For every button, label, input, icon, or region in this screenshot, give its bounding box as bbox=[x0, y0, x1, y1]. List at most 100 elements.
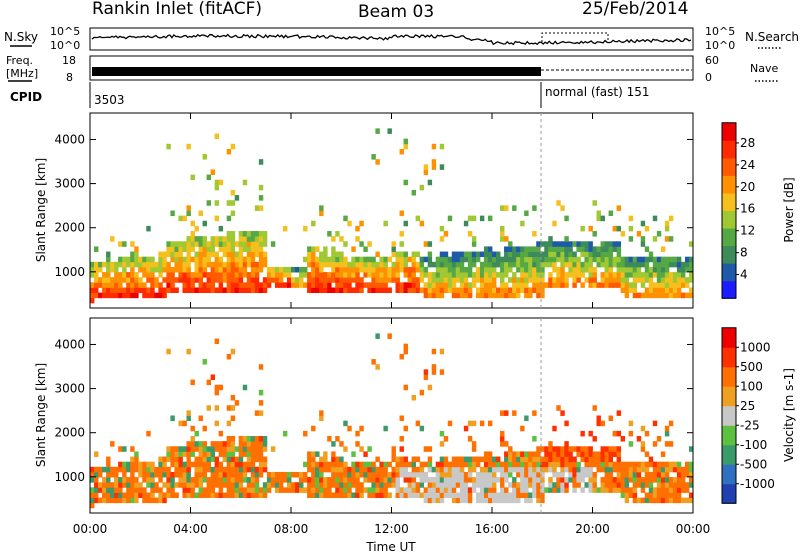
power-cell bbox=[262, 231, 268, 237]
power-cell bbox=[556, 251, 561, 258]
velocity-cell bbox=[319, 471, 324, 478]
power-cell bbox=[395, 282, 400, 288]
power-cell bbox=[106, 292, 111, 299]
velocity-cell bbox=[246, 477, 252, 483]
velocity-cell bbox=[596, 466, 601, 473]
power-cell bbox=[102, 277, 107, 283]
velocity-cell bbox=[122, 477, 127, 483]
velocity-cell bbox=[218, 492, 224, 498]
power-cell bbox=[311, 251, 316, 258]
power-cell bbox=[668, 261, 674, 268]
power-cell bbox=[528, 277, 533, 283]
velocity-cell bbox=[359, 482, 364, 488]
velocity-cell bbox=[307, 477, 312, 483]
velocity-cell bbox=[178, 456, 183, 463]
velocity-cell bbox=[311, 477, 316, 483]
power-cell bbox=[282, 272, 288, 278]
power-cell bbox=[238, 266, 244, 273]
power-cell bbox=[178, 266, 183, 273]
power-cell bbox=[218, 241, 224, 247]
velocity-cell bbox=[395, 456, 400, 463]
velocity-cell bbox=[648, 492, 654, 498]
power-cell bbox=[146, 277, 151, 283]
velocity-cell bbox=[407, 461, 412, 468]
velocity-cell bbox=[226, 353, 232, 360]
velocity-cell bbox=[668, 420, 674, 427]
velocity-cell bbox=[375, 492, 380, 498]
power-cell bbox=[463, 256, 469, 263]
power-cell bbox=[114, 261, 119, 268]
velocity-cell bbox=[483, 497, 489, 504]
power-cell bbox=[375, 266, 380, 273]
cpid-label: CPID bbox=[10, 90, 42, 104]
power-cell bbox=[403, 179, 408, 186]
velocity-cell bbox=[190, 492, 195, 498]
velocity-cell bbox=[684, 482, 690, 488]
power-cell bbox=[146, 256, 151, 263]
power-cell bbox=[210, 266, 216, 273]
power-cell bbox=[162, 266, 167, 273]
power-cell bbox=[536, 292, 541, 299]
velocity-cell bbox=[363, 471, 368, 478]
velocity-cell bbox=[242, 441, 248, 447]
power-cell bbox=[230, 287, 236, 293]
velocity-cell bbox=[134, 477, 139, 483]
power-cell bbox=[624, 256, 630, 263]
velocity-cell bbox=[242, 384, 248, 391]
velocity-cell bbox=[106, 456, 111, 463]
power-cell bbox=[335, 266, 340, 273]
power-cell bbox=[126, 256, 131, 263]
power-cell bbox=[648, 287, 654, 293]
power-cell bbox=[210, 169, 216, 175]
velocity-cell bbox=[467, 477, 473, 483]
power-cell bbox=[656, 272, 662, 278]
power-cell bbox=[363, 256, 368, 263]
power-cell bbox=[315, 287, 320, 293]
velocity-cell bbox=[624, 497, 630, 504]
velocity-cell bbox=[94, 471, 99, 478]
velocity-cell bbox=[508, 482, 513, 488]
power-cell bbox=[532, 272, 537, 278]
power-cell bbox=[680, 282, 686, 288]
velocity-cell bbox=[500, 492, 505, 498]
velocity-cell bbox=[170, 446, 175, 452]
velocity-cell bbox=[676, 482, 682, 488]
velocity-cell bbox=[210, 456, 216, 463]
velocity-cell bbox=[367, 471, 372, 478]
power-cell bbox=[411, 272, 417, 278]
velocity-cell bbox=[536, 451, 541, 457]
power-cell bbox=[475, 256, 481, 263]
velocity-cell bbox=[664, 497, 670, 504]
velocity-cell bbox=[427, 466, 433, 473]
power-cell bbox=[162, 287, 167, 293]
velocity-cell bbox=[532, 410, 537, 416]
power-cell bbox=[327, 256, 332, 263]
power-cell bbox=[520, 287, 525, 293]
velocity-cell bbox=[258, 389, 264, 396]
velocity-cell bbox=[250, 477, 256, 483]
velocity-cell bbox=[536, 487, 541, 493]
power-cell bbox=[528, 261, 533, 268]
velocity-cell bbox=[620, 436, 626, 442]
power-cell bbox=[130, 241, 135, 247]
power-cell bbox=[487, 266, 493, 273]
power-cell bbox=[500, 231, 505, 237]
power-cell bbox=[246, 251, 252, 258]
power-cell bbox=[628, 215, 634, 222]
power-cell bbox=[311, 282, 316, 288]
power-cell bbox=[496, 292, 501, 299]
velocity-cell bbox=[130, 471, 135, 478]
power-cell bbox=[174, 251, 179, 258]
velocity-cell bbox=[150, 477, 155, 483]
colorbar-swatch bbox=[722, 405, 736, 426]
velocity-cell bbox=[142, 477, 147, 483]
velocity-cell bbox=[676, 497, 682, 504]
power-cell bbox=[568, 241, 573, 247]
velocity-cell bbox=[383, 477, 388, 483]
velocity-cell bbox=[399, 466, 404, 473]
velocity-cell bbox=[90, 492, 95, 498]
velocity-cell bbox=[443, 436, 449, 442]
power-cell bbox=[427, 287, 433, 293]
power-cell bbox=[508, 246, 513, 252]
velocity-cell bbox=[266, 487, 272, 493]
